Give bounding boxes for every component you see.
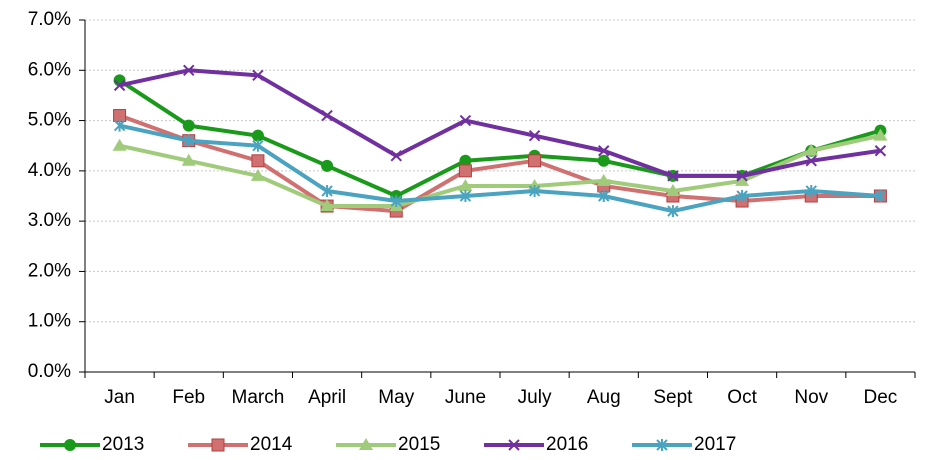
marker — [804, 143, 819, 156]
series-line — [118, 78, 881, 198]
marker — [250, 168, 265, 181]
series-line — [119, 68, 881, 178]
y-tick-label: 7.0% — [28, 9, 71, 30]
y-tick-label: 0.0% — [28, 361, 71, 382]
marker — [596, 173, 611, 186]
marker — [252, 69, 264, 82]
legend-label: 2015 — [398, 434, 440, 455]
marker — [598, 190, 610, 202]
marker — [874, 145, 887, 157]
marker — [458, 178, 473, 191]
marker — [251, 154, 265, 168]
x-tick-label: June — [445, 387, 486, 408]
marker — [321, 109, 333, 122]
marker — [665, 183, 680, 196]
x-tick-label: Feb — [172, 387, 205, 408]
x-tick-label: Sept — [653, 387, 693, 408]
marker — [183, 134, 195, 147]
marker — [359, 438, 373, 450]
marker — [321, 184, 333, 197]
series-line — [119, 133, 881, 209]
marker — [656, 439, 668, 451]
marker — [736, 190, 748, 202]
marker — [459, 154, 472, 167]
x-tick-label: May — [378, 387, 414, 408]
x-tick-label: Nov — [794, 387, 828, 408]
marker — [873, 128, 888, 141]
x-tick-label: March — [232, 387, 285, 408]
marker — [390, 150, 402, 162]
x-tick-label: July — [518, 387, 552, 408]
marker — [528, 154, 542, 168]
marker — [211, 438, 225, 452]
marker — [736, 170, 748, 182]
legend-label: 2014 — [250, 434, 293, 455]
y-tick-label: 5.0% — [28, 110, 71, 131]
marker — [805, 184, 817, 197]
marker — [805, 155, 817, 167]
marker — [508, 439, 520, 451]
x-tick-label: Aug — [587, 387, 621, 408]
marker — [112, 138, 127, 151]
x-tick-label: Dec — [864, 387, 898, 408]
marker — [598, 145, 610, 157]
legend-label: 2013 — [102, 434, 144, 455]
marker — [251, 129, 264, 142]
y-tick-label: 4.0% — [28, 160, 71, 181]
y-tick-label: 3.0% — [28, 210, 71, 231]
marker — [113, 119, 126, 132]
marker — [252, 139, 264, 152]
marker — [182, 119, 195, 132]
x-tick-label: Jan — [104, 387, 135, 408]
marker — [458, 164, 472, 178]
x-tick-label: April — [308, 387, 346, 408]
marker — [735, 173, 750, 186]
marker — [874, 190, 887, 202]
marker — [321, 159, 334, 172]
marker — [390, 195, 402, 208]
marker — [113, 79, 126, 92]
marker — [320, 199, 335, 212]
marker — [183, 64, 195, 76]
marker — [64, 439, 76, 451]
series-line — [119, 123, 881, 214]
y-tick-label: 6.0% — [28, 59, 71, 80]
marker — [528, 129, 541, 142]
series-line — [118, 113, 881, 214]
legend-label: 2017 — [694, 434, 736, 455]
marker — [181, 153, 196, 166]
y-tick-label: 1.0% — [28, 311, 71, 332]
marker — [459, 190, 472, 202]
legend-label: 2016 — [546, 434, 588, 455]
marker — [667, 170, 679, 182]
marker — [528, 184, 541, 197]
marker — [597, 154, 610, 167]
marker — [667, 205, 679, 218]
marker — [459, 114, 472, 127]
y-tick-label: 2.0% — [28, 260, 71, 281]
x-tick-label: Oct — [727, 387, 757, 408]
